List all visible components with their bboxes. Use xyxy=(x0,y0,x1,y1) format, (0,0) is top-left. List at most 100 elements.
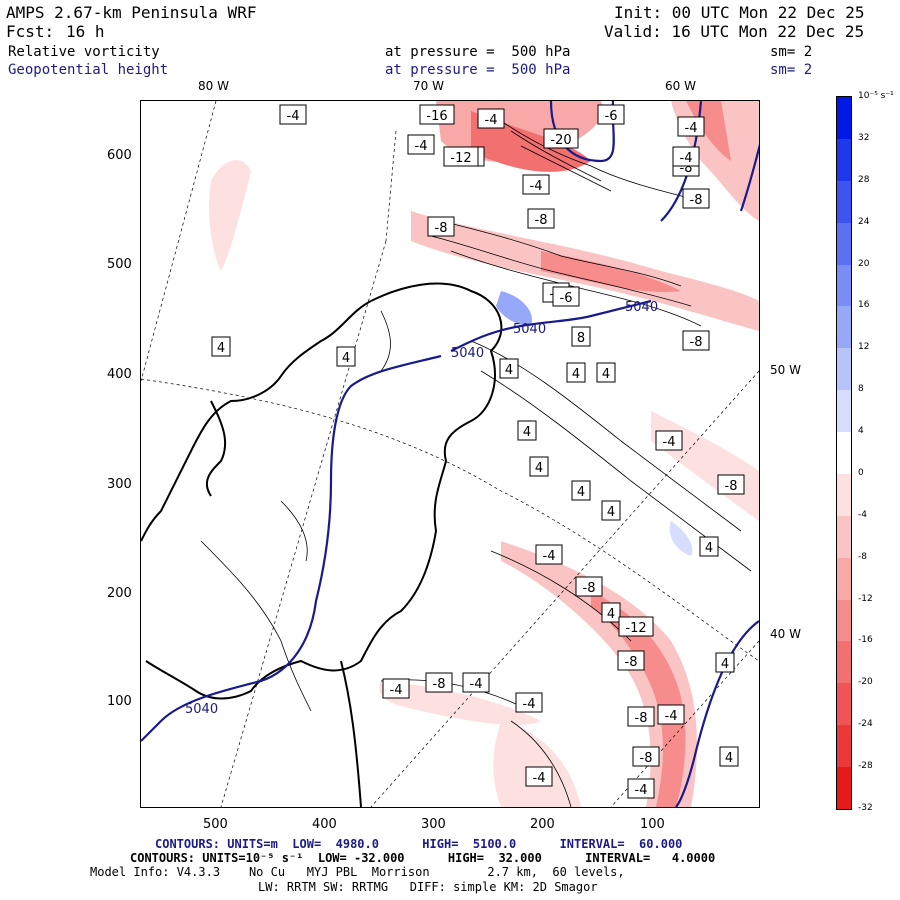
coast-inlet xyxy=(205,400,227,497)
vort-contour-6 xyxy=(520,145,612,192)
vort-label: 4 xyxy=(571,480,591,501)
vort-label: -12 xyxy=(443,146,479,167)
vort-label: 4 xyxy=(719,746,739,767)
vort-fill-positive-small xyxy=(669,521,693,556)
colorbar-swatch xyxy=(837,348,851,391)
forecast-hour: 16 h xyxy=(66,22,105,41)
vort-contour-14 xyxy=(280,500,308,562)
colorbar-swatch xyxy=(837,97,851,140)
lon-label-50w: 50 W xyxy=(770,363,801,377)
vort-contour-9 xyxy=(490,550,632,642)
footer-vort-contours: CONTOURS: UNITS=10⁻⁵ s⁻¹ LOW= -32.000 HI… xyxy=(130,851,716,865)
field2-smoothing: sm= 2 xyxy=(770,62,813,78)
svg-text:-8: -8 xyxy=(435,221,448,236)
vort-contour-12 xyxy=(200,540,312,712)
vort-label: 4 xyxy=(517,420,537,441)
svg-text:-6: -6 xyxy=(560,291,573,306)
svg-text:-4: -4 xyxy=(390,683,403,698)
svg-text:4: 4 xyxy=(523,425,531,440)
svg-text:-6: -6 xyxy=(605,109,618,124)
vort-label: 4 xyxy=(715,652,735,673)
vorticity-shading xyxy=(209,101,759,807)
colorbar-swatch xyxy=(837,180,851,224)
coast-peninsula-east xyxy=(145,282,503,700)
height-label-4: 5040 xyxy=(185,702,218,717)
height-labels: 5040 5040 5040 5040 xyxy=(185,300,658,717)
vort-label: -4 xyxy=(522,174,550,195)
meridian-80w xyxy=(140,100,217,382)
svg-text:-16: -16 xyxy=(426,109,447,124)
vort-label: 4 xyxy=(529,456,549,477)
svg-text:-4: -4 xyxy=(680,151,693,166)
height-label-2: 5040 xyxy=(513,322,546,337)
colorbar-swatch xyxy=(837,264,851,307)
colorbar-label: 12 xyxy=(858,342,870,353)
vort-label: -6 xyxy=(552,286,580,307)
colorbar-swatch xyxy=(837,473,851,517)
vort-label: -8 xyxy=(682,188,710,209)
svg-text:-4: -4 xyxy=(533,771,546,786)
vort-label: -4 xyxy=(515,692,543,713)
svg-text:-8: -8 xyxy=(535,213,548,228)
parallel-a xyxy=(140,378,760,662)
field1-name: Relative vorticity xyxy=(8,44,160,60)
svg-text:-4: -4 xyxy=(665,709,678,724)
vort-contour-2 xyxy=(430,235,692,307)
colorbar-unit: 10⁻⁵ s⁻¹ xyxy=(858,91,894,101)
vort-contour-11 xyxy=(510,720,572,808)
field1-smoothing: sm= 2 xyxy=(770,44,813,60)
field1-level: at pressure = 500 hPa xyxy=(385,44,571,60)
vort-label: -4 xyxy=(462,672,490,693)
lon-label-80w: 80 W xyxy=(198,79,229,93)
vort-label: 4 xyxy=(499,358,519,379)
init-time: Init: 00 UTC Mon 22 Dec 25 xyxy=(614,3,865,22)
colorbar-label: 32 xyxy=(858,132,870,143)
svg-text:-4: -4 xyxy=(470,677,483,692)
vort-label: 4 xyxy=(596,362,616,383)
vort-label: -8 xyxy=(575,576,603,597)
vort-label: -4 xyxy=(672,146,700,167)
y-tick-300: 300 xyxy=(107,477,132,492)
colorbar-swatch xyxy=(837,390,851,433)
svg-text:-8: -8 xyxy=(690,193,703,208)
svg-text:-4: -4 xyxy=(635,783,648,798)
colorbar-swatch xyxy=(837,599,851,642)
svg-text:-4: -4 xyxy=(287,109,300,124)
vort-contour-13 xyxy=(380,310,391,372)
colorbar-label: -4 xyxy=(858,509,867,520)
vort-label: 4 xyxy=(566,362,586,383)
colorbar xyxy=(836,96,852,810)
vort-label: -8 xyxy=(682,330,710,351)
svg-text:-4: -4 xyxy=(543,549,556,564)
svg-text:4: 4 xyxy=(607,607,615,622)
x-tick-300: 300 xyxy=(421,817,446,832)
colorbar-swatch xyxy=(837,306,851,349)
svg-text:-8: -8 xyxy=(640,751,653,766)
vort-label: -4 xyxy=(525,766,553,787)
coastline xyxy=(140,282,503,808)
svg-text:-12: -12 xyxy=(450,151,471,166)
vort-label: -4 xyxy=(535,544,563,565)
svg-text:4: 4 xyxy=(577,485,585,500)
vort-fill-top-right-core xyxy=(686,101,731,161)
vort-label: -4 xyxy=(477,108,505,129)
vort-label: -8 xyxy=(427,216,455,237)
colorbar-label: -12 xyxy=(858,593,873,604)
svg-text:-12: -12 xyxy=(625,621,646,636)
svg-text:-20: -20 xyxy=(550,133,571,148)
svg-text:4: 4 xyxy=(725,751,733,766)
vort-label: 4 xyxy=(601,500,621,521)
colorbar-label: 4 xyxy=(858,426,864,437)
vort-label: -16 xyxy=(419,104,455,125)
colorbar-swatch xyxy=(837,767,851,810)
field2-name: Geopotential height xyxy=(8,62,169,78)
colorbar-swatch xyxy=(837,683,851,726)
vort-label: -8 xyxy=(632,746,660,767)
colorbar-swatch xyxy=(837,515,851,559)
map-svg: 5040 5040 5040 5040 -4 -16 -4 -6 -4 -4 -12 -20 -… xyxy=(140,100,773,808)
valid-time: Valid: 16 UTC Mon 22 Dec 25 xyxy=(604,22,865,41)
forecast-label: Fcst: xyxy=(6,22,55,41)
colorbar-label: 20 xyxy=(858,258,870,269)
colorbar-label: -24 xyxy=(858,719,873,730)
vort-label: -8 xyxy=(617,650,645,671)
